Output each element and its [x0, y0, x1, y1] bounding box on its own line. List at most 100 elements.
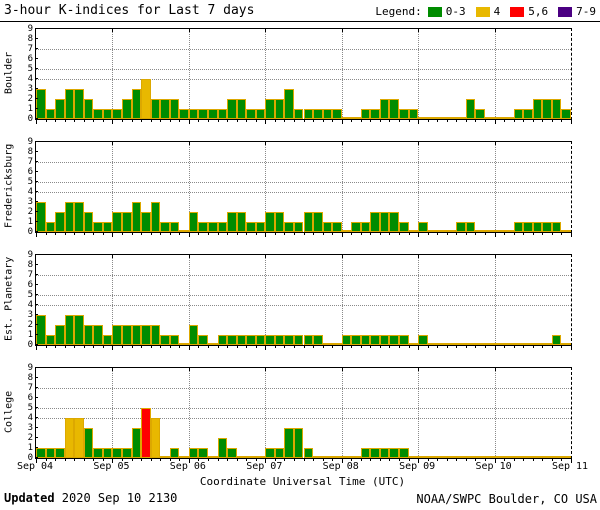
- k-bar: [551, 99, 562, 119]
- x-tick-top: [188, 29, 190, 32]
- x-tick: [313, 459, 315, 461]
- k-bar: [456, 116, 466, 119]
- x-tick: [160, 346, 162, 348]
- x-tick: [207, 459, 209, 461]
- x-tick: [36, 459, 37, 463]
- k-bar: [121, 212, 132, 232]
- x-tick: [427, 459, 429, 461]
- x-tick: [351, 120, 353, 122]
- k-bar: [36, 89, 46, 119]
- day-gridline: [418, 255, 420, 345]
- x-tick: [255, 233, 257, 235]
- k-bar: [494, 229, 505, 232]
- day-gridline: [188, 368, 190, 458]
- x-tick: [121, 120, 123, 122]
- y-tick-mark: [35, 457, 38, 458]
- y-tick-label: 1: [27, 443, 33, 453]
- k-bar: [303, 335, 314, 345]
- x-tick: [83, 346, 85, 348]
- k-bar: [561, 455, 571, 458]
- k-bar: [131, 89, 142, 119]
- k-bar: [121, 448, 132, 458]
- day-gridline: [112, 142, 114, 232]
- x-tick: [504, 233, 506, 235]
- k-bar: [55, 448, 65, 458]
- k-bar: [379, 99, 390, 119]
- k-bar: [313, 335, 323, 345]
- x-tick: [475, 346, 477, 348]
- k-bar: [303, 448, 314, 458]
- x-tick: [74, 346, 76, 348]
- k-bar: [523, 109, 533, 119]
- x-tick: [351, 233, 353, 235]
- day-gridline: [112, 29, 114, 119]
- x-tick: [93, 459, 95, 461]
- k-bar: [494, 342, 505, 345]
- k-bar: [427, 229, 438, 232]
- y-tick-mark: [35, 254, 38, 255]
- x-tick: [523, 346, 525, 348]
- k-bar: [379, 448, 390, 458]
- k-bar: [494, 455, 505, 458]
- x-tick: [236, 233, 238, 235]
- k-bar: [399, 335, 409, 345]
- k-bar: [131, 202, 142, 232]
- x-tick: [532, 120, 534, 122]
- k-bar: [36, 202, 46, 232]
- k-bar: [427, 342, 438, 345]
- x-tick: [131, 459, 133, 461]
- x-tick: [446, 346, 448, 348]
- x-tick: [437, 120, 439, 122]
- x-tick: [341, 233, 343, 237]
- x-tick: [379, 120, 381, 122]
- y-tick-mark: [35, 387, 38, 388]
- x-tick: [93, 120, 95, 122]
- x-tick: [571, 346, 572, 350]
- k-bar: [36, 448, 46, 458]
- k-bar: [64, 89, 75, 119]
- k-bar: [141, 325, 151, 345]
- k-bar: [465, 99, 476, 119]
- k-bar: [236, 455, 247, 458]
- k-bar: [45, 448, 56, 458]
- x-tick: [446, 233, 448, 235]
- x-tick: [169, 346, 171, 348]
- x-tick: [293, 233, 295, 235]
- x-tick: [571, 233, 572, 237]
- x-tick: [485, 233, 487, 235]
- k-bar: [102, 222, 113, 232]
- x-tick: [64, 233, 66, 235]
- gridline-k5: [36, 408, 571, 409]
- k-bar: [102, 448, 113, 458]
- chart-footer: Updated 2020 Sep 10 2130 NOAA/SWPC Bould…: [0, 491, 600, 509]
- k-bar: [332, 222, 342, 232]
- x-tick: [399, 346, 401, 348]
- x-tick: [389, 346, 391, 348]
- x-tick: [313, 346, 315, 348]
- x-tick: [427, 120, 429, 122]
- x-tick: [131, 346, 133, 348]
- day-gridline: [341, 29, 343, 119]
- k-bar: [102, 109, 113, 119]
- legend-item-label: 4: [493, 5, 501, 18]
- k-bar: [83, 99, 94, 119]
- k-bar: [112, 212, 122, 232]
- x-tick: [188, 346, 190, 350]
- x-tick: [274, 346, 276, 348]
- x-tick: [236, 346, 238, 348]
- x-tick: [112, 346, 114, 350]
- station-label: College: [3, 390, 15, 434]
- k-bar: [179, 455, 189, 458]
- credit-text: NOAA/SWPC Boulder, CO USA: [416, 492, 597, 506]
- y-tick-mark: [35, 161, 38, 162]
- x-tick: [217, 459, 219, 461]
- x-tick: [198, 459, 200, 461]
- x-tick: [370, 233, 372, 235]
- k-bar: [446, 455, 457, 458]
- x-tick: [341, 346, 343, 350]
- x-tick: [379, 233, 381, 235]
- k-bar: [284, 89, 294, 119]
- x-tick: [121, 346, 123, 348]
- x-tick: [93, 233, 95, 235]
- k-bar: [83, 325, 94, 345]
